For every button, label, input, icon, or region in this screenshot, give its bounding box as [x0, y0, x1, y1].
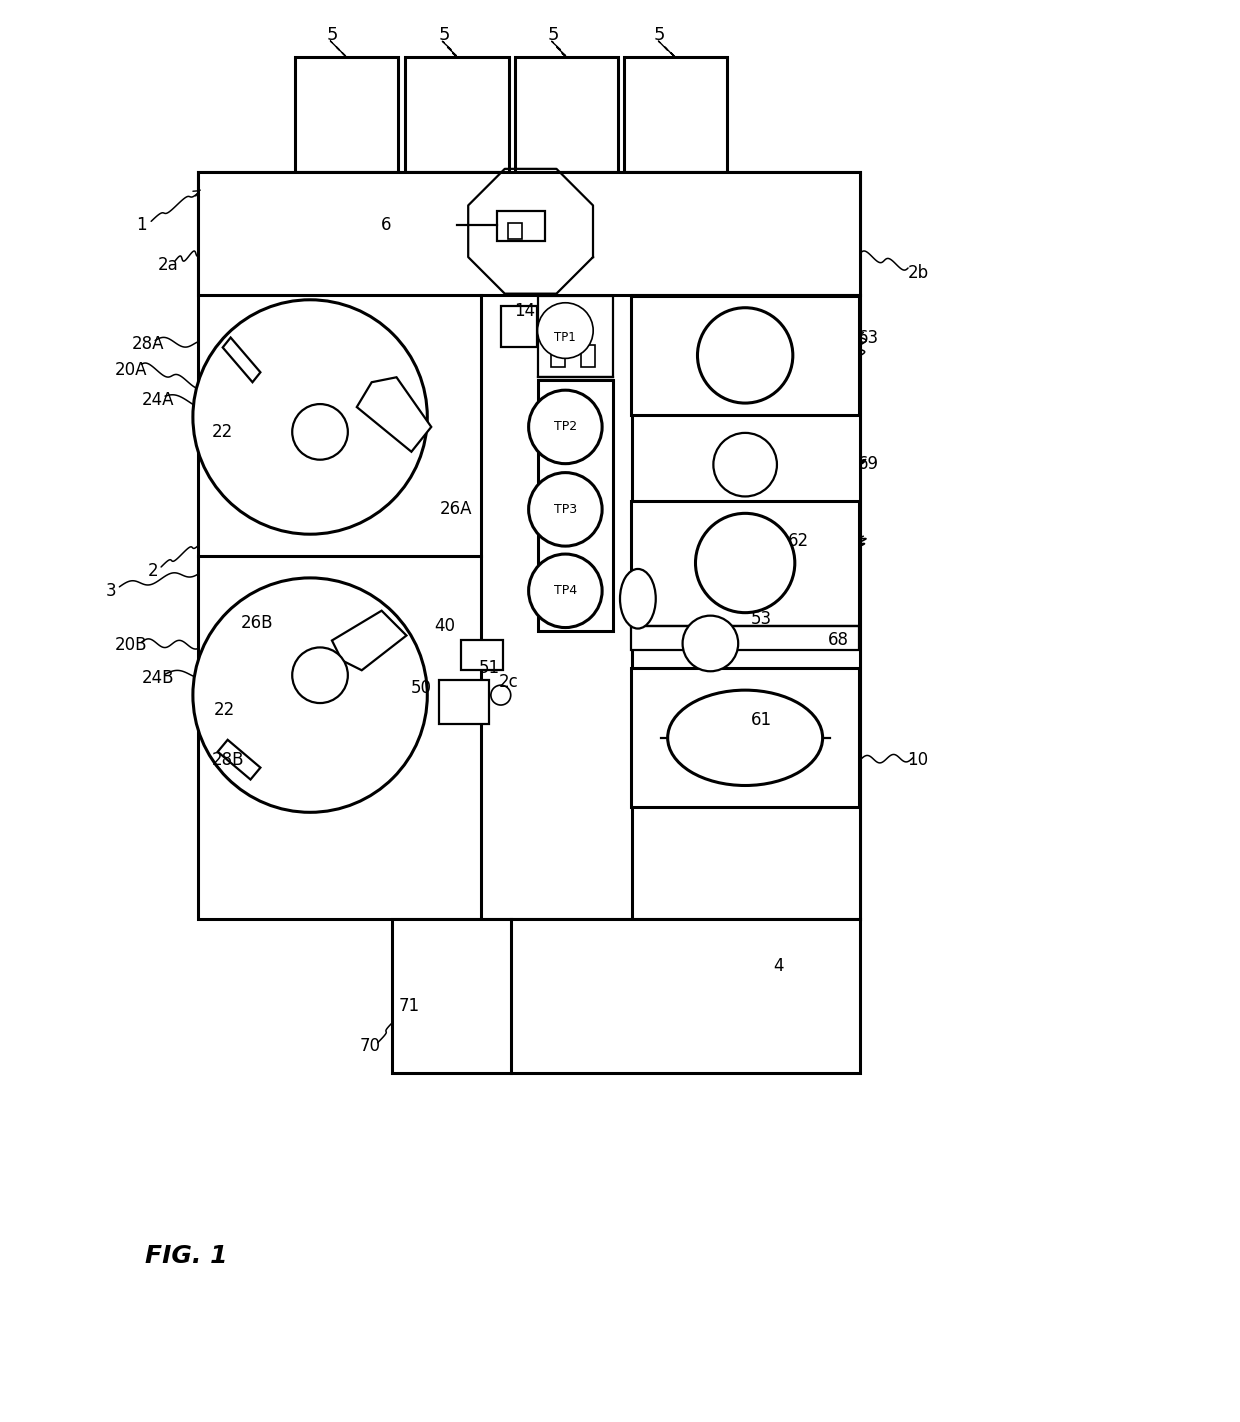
Text: 22: 22	[212, 422, 233, 441]
Circle shape	[528, 472, 603, 546]
Text: 68: 68	[828, 631, 849, 650]
Text: 62: 62	[789, 532, 810, 550]
Bar	[720, 455, 740, 476]
Bar	[631, 626, 859, 650]
Text: 20B: 20B	[115, 637, 148, 654]
Circle shape	[193, 577, 428, 812]
Text: 22: 22	[215, 701, 236, 720]
Text: 4: 4	[774, 957, 784, 975]
Polygon shape	[223, 337, 260, 383]
Text: 63: 63	[858, 328, 879, 347]
Text: 6: 6	[382, 216, 392, 235]
Text: TP4: TP4	[554, 584, 577, 597]
Text: 2: 2	[148, 562, 159, 580]
Bar	[692, 634, 708, 653]
Bar	[632, 294, 861, 919]
Circle shape	[491, 685, 511, 705]
Bar	[538, 296, 613, 377]
Bar	[538, 380, 613, 630]
Text: 51: 51	[479, 660, 500, 677]
Bar	[198, 172, 861, 919]
Text: 5: 5	[326, 26, 337, 44]
Circle shape	[193, 300, 428, 535]
Bar	[461, 640, 502, 670]
Text: 69: 69	[858, 455, 879, 472]
Text: 20A: 20A	[115, 361, 148, 380]
Text: 14: 14	[515, 301, 536, 320]
Bar	[714, 634, 730, 653]
Text: 24B: 24B	[141, 670, 175, 687]
Text: FIG. 1: FIG. 1	[145, 1244, 228, 1268]
Text: 50: 50	[410, 680, 432, 697]
Bar	[631, 502, 859, 626]
Text: TP2: TP2	[554, 421, 577, 434]
Text: 5: 5	[548, 26, 559, 44]
Circle shape	[697, 307, 792, 402]
Text: 2b: 2b	[908, 264, 929, 282]
Text: 28B: 28B	[211, 751, 244, 769]
Text: 70: 70	[360, 1037, 381, 1055]
Text: 71: 71	[399, 997, 420, 1015]
Circle shape	[538, 303, 593, 358]
Text: TP3: TP3	[554, 503, 577, 516]
Text: 5: 5	[439, 26, 450, 44]
Polygon shape	[218, 739, 260, 779]
Text: 5: 5	[653, 26, 666, 44]
Text: 61: 61	[750, 711, 771, 729]
Bar	[198, 172, 861, 294]
Text: 2a: 2a	[157, 256, 179, 274]
Polygon shape	[332, 610, 407, 670]
Bar	[501, 306, 537, 347]
Bar	[392, 919, 861, 1072]
Bar	[439, 680, 489, 724]
Circle shape	[293, 647, 348, 702]
Text: 3: 3	[107, 582, 117, 600]
Bar	[631, 668, 859, 808]
Ellipse shape	[620, 569, 656, 629]
Bar	[582, 346, 595, 367]
Text: 1: 1	[136, 216, 146, 235]
Text: 40: 40	[435, 617, 455, 634]
Bar	[507, 223, 522, 239]
Bar	[515, 57, 618, 172]
Bar	[405, 57, 508, 172]
Bar	[497, 212, 544, 242]
Text: TP1: TP1	[554, 331, 577, 344]
Circle shape	[696, 513, 795, 613]
Text: 2c: 2c	[498, 673, 518, 691]
Text: 28A: 28A	[131, 336, 165, 354]
Text: 26B: 26B	[242, 614, 274, 631]
Text: 10: 10	[908, 751, 929, 769]
Ellipse shape	[667, 690, 822, 785]
Circle shape	[293, 404, 348, 459]
Text: 53: 53	[750, 610, 771, 627]
Bar	[748, 455, 768, 476]
Bar	[552, 346, 565, 367]
Bar	[295, 57, 398, 172]
Circle shape	[528, 390, 603, 464]
Circle shape	[682, 616, 738, 671]
Bar	[624, 57, 728, 172]
Text: 24A: 24A	[141, 391, 175, 410]
Circle shape	[713, 432, 777, 496]
Text: 26A: 26A	[440, 501, 472, 519]
Polygon shape	[357, 377, 432, 452]
Bar	[631, 296, 859, 415]
Circle shape	[528, 555, 603, 627]
